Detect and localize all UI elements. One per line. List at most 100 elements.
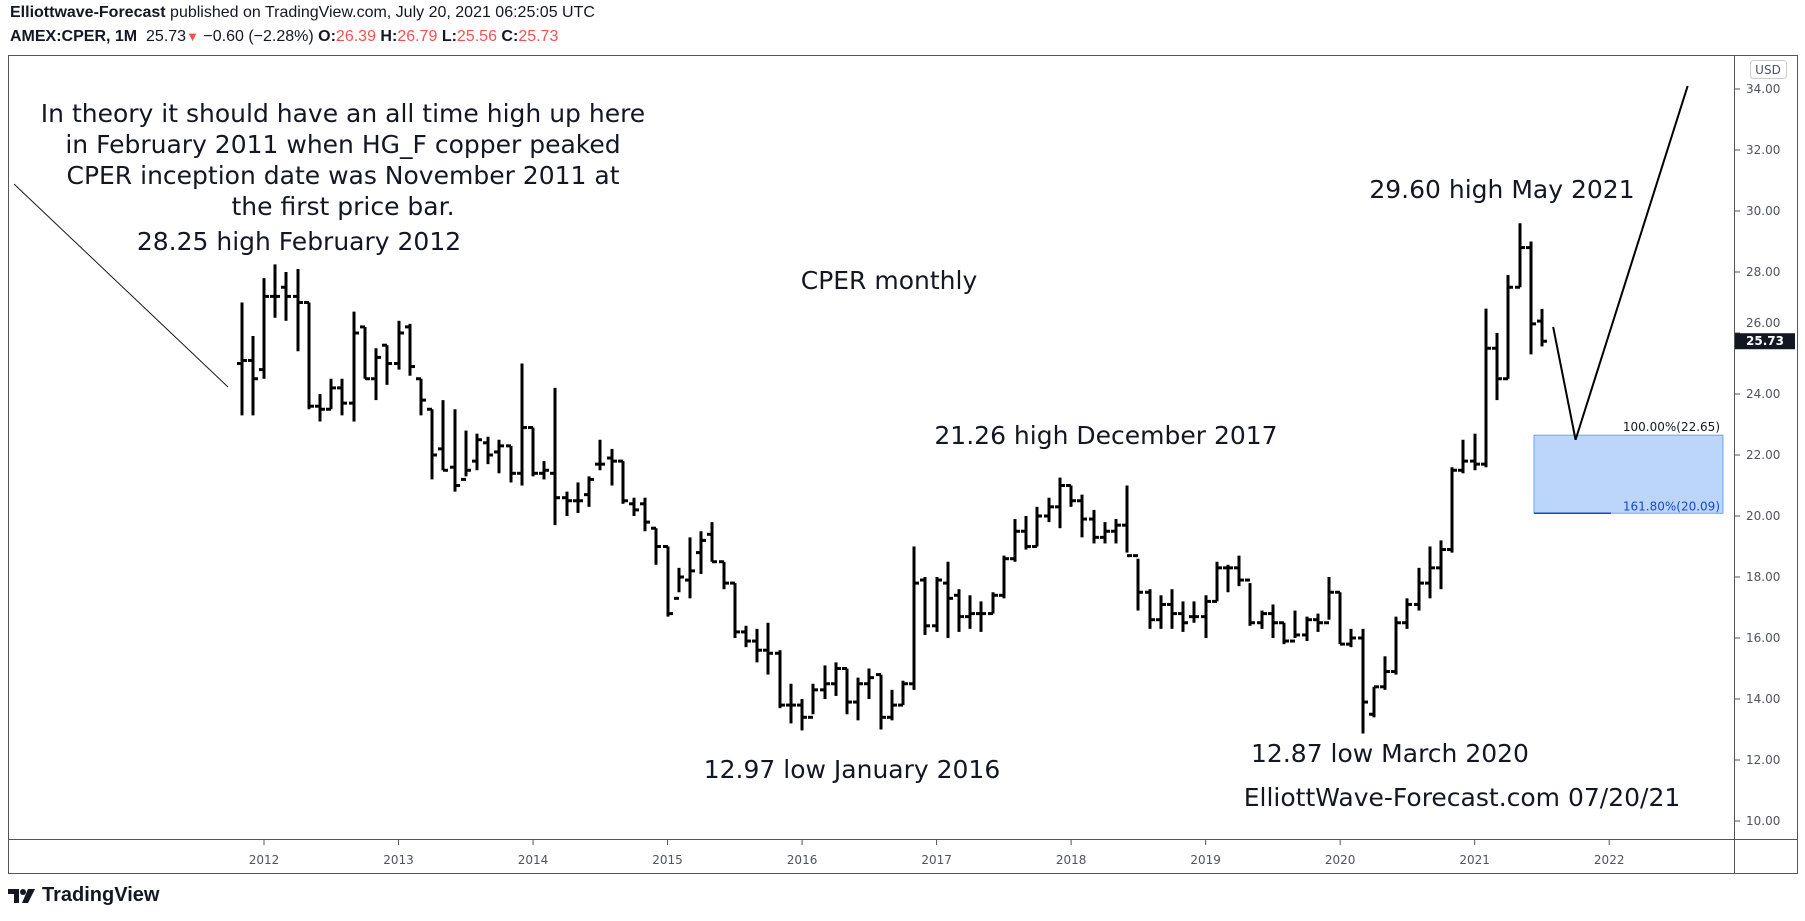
tradingview-logo[interactable]: TradingView [8,884,159,907]
ohlc-bar [1470,433,1480,471]
ohlc-bar [360,325,370,381]
price-tick-label: 22.00 [1746,448,1780,462]
down-arrow-icon: ▼ [186,29,199,44]
annotation-low-2016: 12.97 low January 2016 [704,755,1001,784]
price-tick-label: 16.00 [1746,631,1780,645]
ohlc-bar [326,378,336,411]
ohlc-bar [887,689,897,721]
ohlc-bar [1189,601,1199,623]
ohlc-bar [1089,509,1099,544]
symbol: AMEX:CPER, 1M [10,28,138,45]
ohlc-bar [1245,578,1255,626]
last-price-label: 25.73 [1746,334,1784,348]
price-tick-label: 20.00 [1746,509,1780,523]
ohlc-bar [461,430,471,481]
ohlc-bar [741,625,751,648]
time-tick-label: 2018 [1056,853,1087,867]
time-tick-label: 2022 [1594,853,1625,867]
annotation-theory-line: the first price bar. [231,192,454,221]
trend-line[interactable] [13,183,229,388]
logo-text: TradingView [42,884,160,906]
ohlc-bar [1257,610,1267,629]
ohlc-bar [1290,610,1300,643]
price-tick-label: 18.00 [1746,570,1780,584]
ohlc-bar [640,497,650,532]
ohlc-bar [730,581,740,638]
tradingview-logo-icon [8,888,35,903]
ohlc-bar [1201,595,1211,638]
ohlc-bar [337,378,347,416]
price-tick-label: 26.00 [1746,316,1780,330]
time-tick-label: 2017 [921,853,952,867]
ohlc-bar [595,439,605,471]
ohlc-bar [786,683,796,724]
price-tick-label: 10.00 [1746,814,1780,828]
annotation-high-2012: 28.25 high February 2012 [137,227,461,256]
ohlc-bar [1346,628,1356,648]
ohlc-bar [517,363,527,486]
ohlc-bar [573,482,583,513]
ohlc-bar [909,546,919,690]
ohlc-bar [1279,621,1289,645]
ohlc-bar [876,673,886,730]
publisher-name[interactable]: Elliottwave-Forecast [10,4,166,21]
ohlc-bar [618,459,628,504]
ohlc-bar [450,409,460,492]
ohlc-bar [1358,628,1368,734]
ohlc-bar [663,545,673,617]
fib-zone-box [1533,434,1724,514]
ohlc-bar [1234,555,1244,587]
ohlc-bar [1055,477,1065,529]
price-tick-label: 24.00 [1746,387,1780,401]
ohlc-bar [528,426,538,477]
ohlc-bar [494,439,504,474]
ohlc-bar [562,491,572,516]
ohlc-bar [1425,546,1435,599]
ohlc-bar [584,476,594,507]
ohlc-bar [1021,516,1031,550]
annotation-theory-line: CPER inception date was November 2011 at [66,161,619,190]
annotation-high-2017: 21.26 high December 2017 [934,421,1277,450]
ohlc-bar [394,320,404,370]
ohlc-bar [1122,485,1132,558]
ohlc-bar [1167,589,1177,629]
published-text: published on TradingView.com, July 20, 2… [165,4,595,21]
ohlc-bar [831,662,841,696]
ohlc-bar [752,628,762,663]
ohlc-bar [539,461,549,480]
ohlc-bar [898,680,908,707]
ohlc-bar [976,601,986,632]
ohlc-bar [820,665,830,699]
projection-path[interactable] [1552,85,1689,441]
ohlc-bar [1156,595,1166,629]
ohlc-bar [315,394,325,422]
ohlc-bar [797,699,807,731]
price-tick-label: 12.00 [1746,753,1780,767]
fib-bottom-label: 161.80%(20.09) [1623,499,1720,513]
time-axis[interactable]: 2012 2013 2014 2015 2016 2017 2018 2019 2020 2021… [249,840,1625,867]
annotation-theory-line: In theory it should have an all time hig… [41,99,645,128]
ohlc-bar [1313,613,1323,632]
ohlc-bar [248,336,258,416]
ohlc-bar [1492,333,1502,401]
ohlc-bar [506,444,516,483]
price-tick-label: 30.00 [1746,204,1780,218]
annotation-low-2020: 12.87 low March 2020 [1251,739,1529,768]
ohlc-bar [1537,308,1547,347]
ohlc-bar [1044,497,1054,523]
price-axis[interactable]: 10.00 12.00 14.00 16.00 18.00 20.00 22.00 24.00… [1734,82,1795,828]
fib-extension-zone[interactable]: 100.00%(22.65) 161.80%(20.09) [1533,420,1724,515]
ohlc-bar [1414,567,1424,611]
annotation-high-2021: 29.60 high May 2021 [1369,175,1634,204]
currency-badge[interactable]: USD [1750,60,1787,79]
ohlc-bar [550,387,560,526]
ohlc-bar [999,555,1009,599]
ohlc-bar [607,448,617,486]
low-value: 25.56 [456,28,497,45]
ohlc-bar [1111,519,1121,544]
ohlc-bar [1391,616,1401,675]
ohlc-bar [304,301,314,410]
ohlc-bar [483,436,493,465]
ohlc-bar [1369,685,1379,718]
